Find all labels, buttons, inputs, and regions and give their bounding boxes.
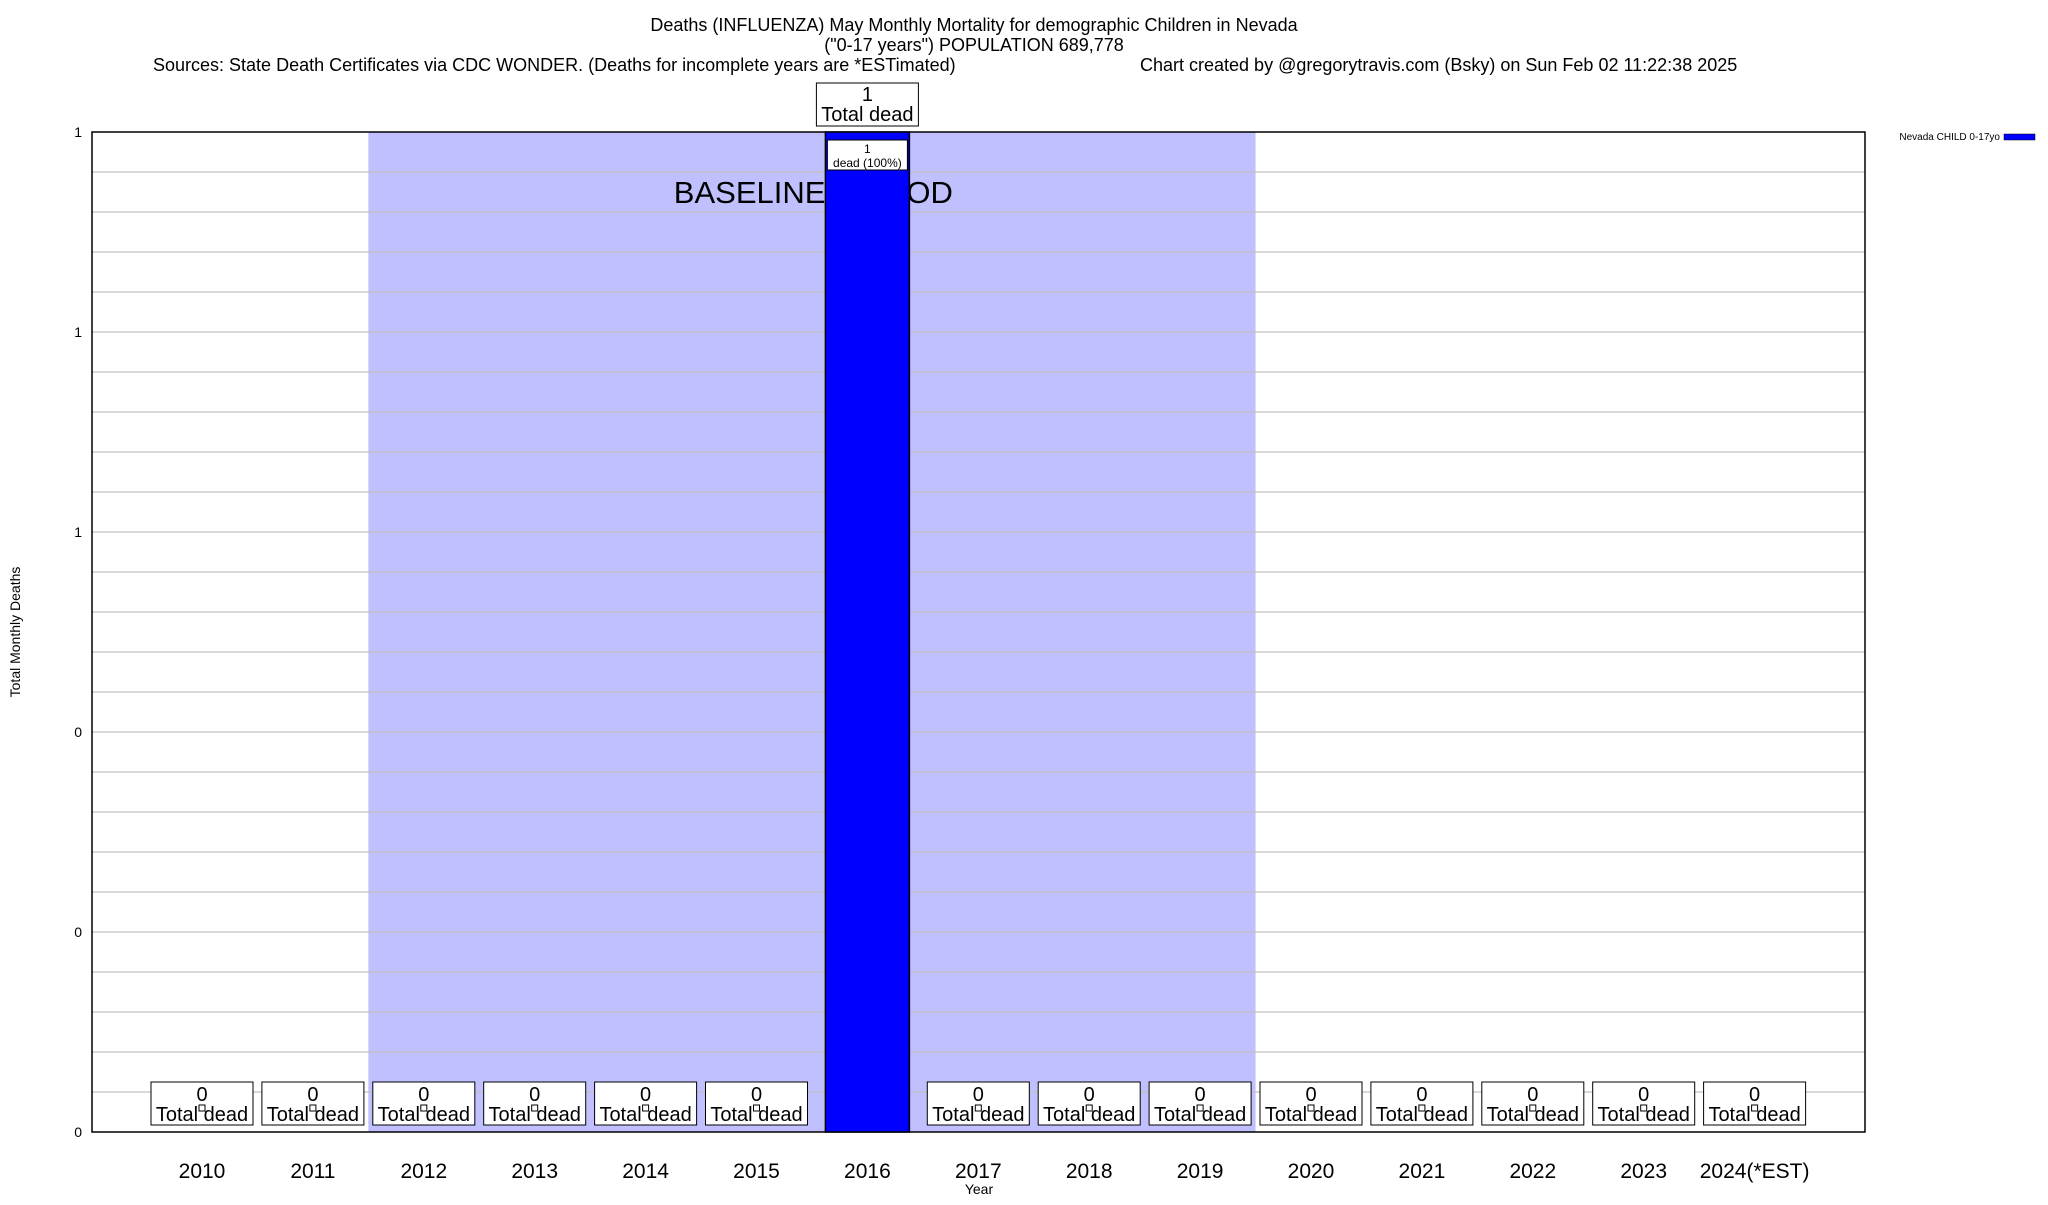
total-label-box <box>1370 1081 1474 1126</box>
bar-inner-label: dead (100%) <box>833 156 902 170</box>
chart-subtitle: ("0-17 years") POPULATION 689,778 <box>824 35 1124 55</box>
x-tick-marker <box>1529 1104 1537 1112</box>
total-label: Total dead <box>1154 1104 1246 1126</box>
bar-2016 <box>824 131 911 1133</box>
total-value: 0 <box>529 1084 540 1106</box>
x-tick-label: 2013 <box>511 1160 558 1183</box>
x-tick-label: 2023 <box>1620 1160 1667 1183</box>
total-label-box <box>1259 1081 1363 1126</box>
x-tick-label: 2019 <box>1177 1160 1224 1183</box>
total-label: Total dead <box>1265 1104 1357 1126</box>
total-label: Total dead <box>599 1104 691 1126</box>
x-tick-marker <box>198 1104 206 1112</box>
total-label-box <box>372 1081 476 1126</box>
bar-inner-label-box <box>826 139 908 171</box>
bar-inner-value: 1 <box>864 142 871 156</box>
total-label: Total dead <box>710 1104 802 1126</box>
y-tick-label: 1 <box>74 124 82 140</box>
total-value: 1 <box>862 84 873 106</box>
x-tick-label: 2010 <box>179 1160 226 1183</box>
y-axis-label: Total Monthly Deaths <box>7 567 23 698</box>
total-label: Total dead <box>821 104 913 126</box>
total-label: Total dead <box>378 1104 470 1126</box>
total-value: 0 <box>418 1084 429 1106</box>
total-value: 0 <box>1195 1084 1206 1106</box>
total-value: 0 <box>973 1084 984 1106</box>
y-tick-label: 0 <box>74 724 82 740</box>
x-tick-marker <box>753 1104 760 1112</box>
total-label-box <box>1703 1081 1807 1126</box>
y-tick-label: 1 <box>74 524 82 540</box>
x-tick-marker <box>974 1104 982 1112</box>
x-tick-label: 2015 <box>733 1160 780 1183</box>
x-tick-label: 2021 <box>1399 1160 1446 1183</box>
x-tick-marker <box>1640 1104 1648 1112</box>
y-tick-label: 0 <box>74 924 82 940</box>
y-tick-label: 1 <box>74 324 82 340</box>
x-axis-label: Year <box>965 1181 994 1197</box>
y-tick-label: 0 <box>74 1124 82 1140</box>
total-label-box <box>815 82 919 127</box>
chart-title: Deaths (INFLUENZA) May Monthly Mortality… <box>650 15 1298 35</box>
total-label: Total dead <box>1043 1104 1135 1126</box>
x-tick-label: 2022 <box>1509 1160 1556 1183</box>
x-tick-marker <box>1418 1104 1426 1112</box>
legend-swatch <box>2003 133 2036 141</box>
x-tick-label: 2020 <box>1288 1160 1335 1183</box>
total-label-box <box>1592 1081 1696 1126</box>
total-value: 0 <box>196 1084 207 1106</box>
x-tick-marker <box>642 1104 650 1112</box>
total-label: Total dead <box>489 1104 581 1126</box>
total-value: 0 <box>1527 1084 1538 1106</box>
x-tick-marker <box>1085 1104 1093 1112</box>
total-label: Total dead <box>1598 1104 1690 1126</box>
total-label: Total dead <box>156 1104 248 1126</box>
total-label-box <box>1037 1081 1141 1126</box>
total-value: 0 <box>640 1084 651 1106</box>
plot-frame <box>91 131 1866 1133</box>
total-value: 0 <box>307 1084 318 1106</box>
total-label-box <box>705 1081 808 1126</box>
x-tick-label: 2014 <box>622 1160 669 1183</box>
total-label-box <box>150 1081 254 1126</box>
x-tick-marker <box>1196 1104 1204 1112</box>
total-label-box <box>594 1081 698 1126</box>
total-value: 0 <box>1749 1084 1760 1106</box>
chart-sources: Sources: State Death Certificates via CD… <box>153 55 956 75</box>
total-value: 0 <box>1084 1084 1095 1106</box>
x-tick-marker <box>531 1104 539 1112</box>
x-tick-marker <box>1307 1104 1315 1112</box>
total-label-box <box>926 1081 1030 1126</box>
x-tick-marker <box>420 1104 428 1112</box>
x-tick-label: 2011 <box>290 1160 335 1183</box>
x-tick-label: 2017 <box>955 1160 1002 1183</box>
x-tick-label: 2016 <box>844 1160 891 1183</box>
x-tick-label: 2024(*EST) <box>1700 1160 1810 1183</box>
total-value: 0 <box>1416 1084 1427 1106</box>
total-label-box <box>261 1081 365 1126</box>
legend-label: Nevada CHILD 0-17yo <box>1899 132 2000 143</box>
total-label-box <box>1481 1081 1585 1126</box>
total-value: 0 <box>751 1084 762 1106</box>
total-label: Total dead <box>932 1104 1024 1126</box>
total-value: 0 <box>1305 1084 1316 1106</box>
total-label-box <box>1148 1081 1252 1126</box>
x-tick-label: 2018 <box>1066 1160 1113 1183</box>
total-label: Total dead <box>1487 1104 1579 1126</box>
baseline-period-band <box>368 132 1256 1132</box>
total-label: Total dead <box>1376 1104 1468 1126</box>
baseline-period-label: BASELINE PERIOD <box>674 175 953 210</box>
total-label: Total dead <box>1708 1104 1800 1126</box>
x-tick-marker <box>309 1104 317 1112</box>
total-value: 0 <box>1638 1084 1649 1106</box>
chart-credit: Chart created by @gregorytravis.com (Bsk… <box>1140 55 1737 75</box>
x-tick-label: 2012 <box>400 1160 447 1183</box>
x-tick-marker <box>1751 1104 1759 1112</box>
total-label: Total dead <box>267 1104 359 1126</box>
total-label-box <box>483 1081 587 1126</box>
